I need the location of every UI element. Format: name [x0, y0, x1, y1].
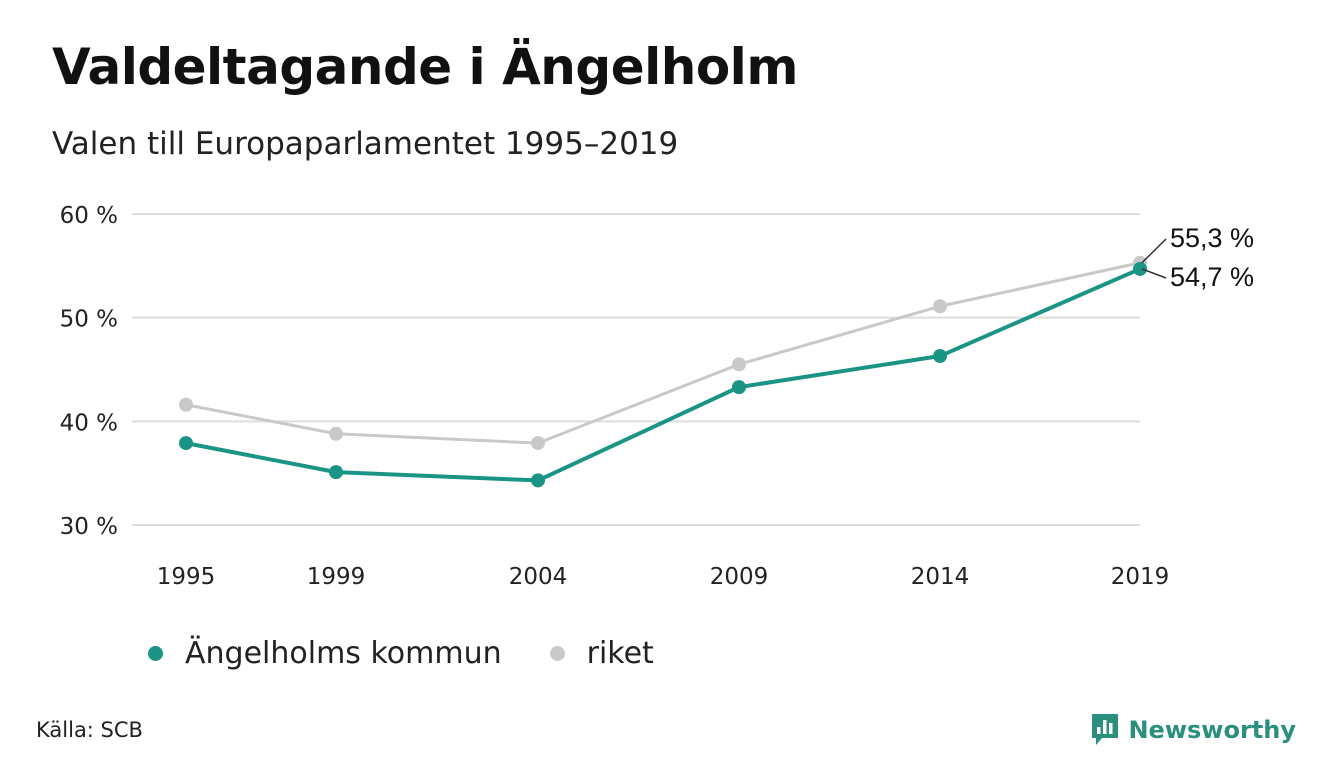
legend-label: Ängelholms kommun [185, 636, 502, 671]
legend-item-riket: riket [542, 636, 654, 671]
x-tick-label: 2009 [710, 564, 769, 590]
series-line [185, 261, 1141, 445]
x-tick-label: 2004 [509, 564, 568, 590]
data-point [329, 426, 343, 441]
data-point [933, 299, 947, 314]
x-tick-label: 2014 [911, 564, 970, 590]
y-tick-label: 40 % [60, 410, 118, 436]
data-point [933, 349, 947, 364]
data-point [732, 357, 746, 372]
data-point [732, 380, 746, 395]
label-leader-line [1141, 268, 1167, 279]
series-line [185, 267, 1141, 483]
x-tick-label: 1999 [307, 564, 366, 590]
data-point [179, 397, 193, 412]
data-point [531, 473, 545, 488]
data-label: 55,3 % [1170, 223, 1254, 253]
x-tick-label: 1995 [157, 564, 216, 590]
legend-label: riket [586, 636, 654, 671]
legend-marker-icon [549, 646, 565, 661]
legend-item-angelholm: Ängelholms kommun [140, 636, 502, 671]
legend-marker-icon [148, 646, 163, 661]
data-point [329, 465, 343, 480]
chart-title: Valdeltagande i Ängelholm [52, 38, 798, 96]
label-leader-line [1141, 238, 1167, 264]
data-point [1133, 261, 1147, 276]
data-label: 54,7 % [1170, 262, 1254, 292]
x-tick-label: 2019 [1111, 564, 1170, 590]
chart-legend: Ängelholms kommun riket [140, 636, 694, 671]
data-point [179, 436, 193, 451]
brand-name: Newsworthy [1128, 716, 1296, 744]
source-note: Källa: SCB [36, 718, 143, 742]
line-chart: 30 % 40 % 50 % 60 % 1995 1999 2004 2009 2014 2019… [60, 203, 1255, 590]
y-tick-label: 30 % [60, 514, 118, 540]
y-tick-label: 60 % [60, 203, 118, 229]
data-point [531, 436, 545, 451]
y-tick-label: 50 % [60, 307, 118, 333]
brand-logo: Newsworthy [1090, 712, 1296, 748]
chart-subtitle: Valen till Europaparlamentet 1995–2019 [52, 126, 679, 162]
bar-chart-speech-bubble-icon [1092, 714, 1119, 745]
